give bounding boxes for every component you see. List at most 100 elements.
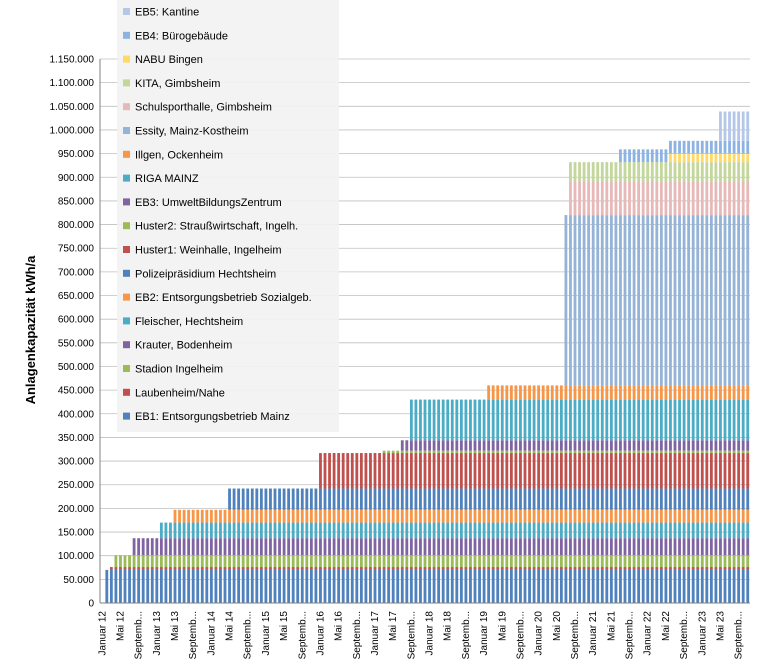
legend-swatch [123, 198, 130, 206]
bar-segment [728, 399, 731, 441]
bar-segment [687, 440, 691, 451]
bar-segment [373, 453, 377, 489]
bar-segment [637, 538, 641, 556]
bar-segment [437, 538, 441, 556]
bar-segment [523, 450, 527, 454]
bar-segment [291, 509, 295, 523]
bar-segment [559, 569, 563, 603]
bar-segment [678, 567, 681, 570]
bar-segment [569, 509, 572, 523]
y-tick-label: 800.000 [58, 220, 95, 231]
bar-segment [291, 538, 295, 556]
bar-segment [341, 509, 345, 523]
bar-segment [532, 450, 536, 454]
bar-segment [228, 538, 231, 556]
bar-segment [264, 509, 268, 523]
bar-segment [237, 555, 241, 568]
bar-segment [519, 509, 522, 523]
bar-segment [628, 440, 631, 451]
bar-segment [732, 440, 736, 451]
bar-segment [264, 522, 268, 539]
bar-segment [209, 538, 213, 556]
bar-segment [450, 567, 454, 570]
bar-segment [637, 522, 641, 539]
bar-segment [259, 569, 263, 603]
bar-segment [587, 399, 591, 441]
bar-segment [564, 488, 568, 510]
bar-segment [114, 567, 118, 570]
bar-segment [505, 538, 509, 556]
bar-segment [723, 111, 727, 141]
bar-segment [605, 453, 609, 489]
bar-segment [309, 569, 313, 603]
bar-segment [559, 440, 563, 451]
bar-segment [364, 488, 368, 510]
bar-segment [732, 555, 736, 568]
bar-segment [669, 162, 672, 182]
bar-segment [505, 453, 509, 489]
bar-segment [564, 567, 568, 570]
bar-segment [705, 522, 709, 539]
bar-segment [614, 555, 618, 568]
bar-segment [541, 569, 545, 603]
bar-segment [673, 399, 677, 441]
bar-segment [137, 567, 141, 570]
bar-segment [650, 399, 654, 441]
bar-segment [741, 567, 745, 570]
bar-segment [355, 538, 359, 556]
bar-segment [478, 538, 481, 556]
bar-segment [346, 522, 350, 539]
bar-segment [614, 162, 618, 182]
bar-segment [509, 399, 513, 441]
bar-segment [528, 567, 531, 570]
bar-segment [237, 522, 241, 539]
y-tick-label: 900.000 [58, 173, 95, 184]
bar-segment [464, 450, 468, 454]
bar-segment [496, 399, 500, 441]
bar-segment [350, 538, 354, 556]
bar-segment [746, 111, 750, 141]
y-tick-labels: 050.000100.000150.000200.000250.000300.0… [50, 55, 95, 610]
bar-segment [691, 453, 695, 489]
bar-segment [728, 153, 731, 163]
bar-segment [387, 450, 391, 454]
bar-segment [628, 399, 631, 441]
bar-segment [241, 569, 245, 603]
bar-segment [650, 385, 654, 400]
bar-segment [550, 440, 554, 451]
bar-segment [437, 555, 441, 568]
bar-segment [269, 522, 272, 539]
bar-segment [314, 522, 318, 539]
bar-segment [241, 509, 245, 523]
bar-segment [400, 522, 404, 539]
bar-segment [659, 450, 663, 454]
bar-segment [741, 140, 745, 154]
bar-segment [723, 509, 727, 523]
bar-segment [369, 488, 372, 510]
bar-segment [405, 453, 409, 489]
bar-segment [564, 440, 568, 451]
bar-segment [628, 555, 631, 568]
bar-segment [414, 509, 418, 523]
bar-segment [346, 555, 350, 568]
bar-segment [614, 399, 618, 441]
bar-segment [659, 522, 663, 539]
bar-segment [687, 509, 691, 523]
bar-segment [719, 488, 722, 510]
bar-segment [409, 440, 413, 451]
bar-segment [719, 215, 722, 386]
bar-segment [573, 522, 577, 539]
bar-segment [623, 453, 627, 489]
y-tick-label: 100.000 [58, 551, 95, 562]
bar-segment [450, 569, 454, 603]
bar-segment [387, 509, 391, 523]
bar-segment [664, 509, 668, 523]
bar-segment [246, 522, 250, 539]
bar-segment [619, 162, 622, 182]
bar-segment [319, 538, 322, 556]
bar-segment [432, 569, 436, 603]
bar-segment [419, 569, 422, 603]
bar-segment [500, 453, 504, 489]
bar-segment [259, 555, 263, 568]
bar-segment [705, 538, 709, 556]
